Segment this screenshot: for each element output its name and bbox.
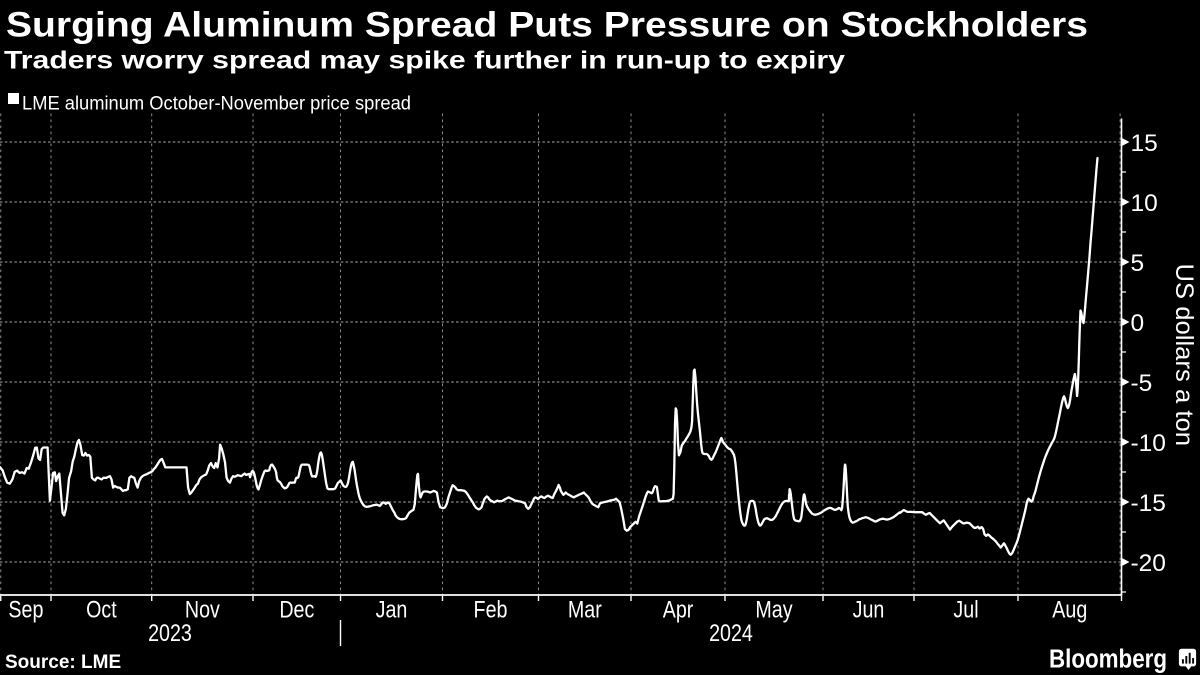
svg-text:-5: -5 (1131, 370, 1153, 397)
svg-text:Feb: Feb (474, 596, 508, 623)
svg-text:Traders worry spread may spike: Traders worry spread may spike further i… (4, 47, 845, 75)
svg-text:Sep: Sep (8, 596, 43, 623)
svg-text:-15: -15 (1131, 490, 1166, 517)
svg-text:US dollars a ton: US dollars a ton (1170, 264, 1198, 447)
svg-text:LME aluminum October-November: LME aluminum October-November price spre… (22, 94, 411, 115)
svg-text:Nov: Nov (185, 596, 220, 623)
svg-text:-10: -10 (1131, 430, 1166, 457)
svg-text:2024: 2024 (709, 619, 753, 646)
svg-text:-20: -20 (1131, 550, 1166, 577)
svg-text:Aug: Aug (1052, 596, 1087, 623)
svg-text:Dec: Dec (279, 596, 314, 623)
svg-text:Oct: Oct (86, 596, 117, 623)
svg-text:15: 15 (1131, 130, 1158, 157)
svg-text:Jun: Jun (853, 596, 885, 623)
svg-text:Bloomberg: Bloomberg (1049, 646, 1167, 674)
svg-text:Jan: Jan (376, 596, 408, 623)
svg-text:Jul: Jul (953, 596, 978, 623)
svg-text:10: 10 (1131, 190, 1158, 217)
svg-text:Apr: Apr (663, 596, 694, 623)
svg-text:2023: 2023 (148, 619, 192, 646)
svg-text:Surging Aluminum Spread Puts P: Surging Aluminum Spread Puts Pressure on… (6, 6, 1088, 45)
svg-text:5: 5 (1131, 250, 1145, 277)
svg-text:0: 0 (1131, 310, 1145, 337)
svg-text:Mar: Mar (568, 596, 602, 623)
svg-text:May: May (755, 596, 792, 623)
svg-text:Source: LME: Source: LME (5, 652, 121, 673)
